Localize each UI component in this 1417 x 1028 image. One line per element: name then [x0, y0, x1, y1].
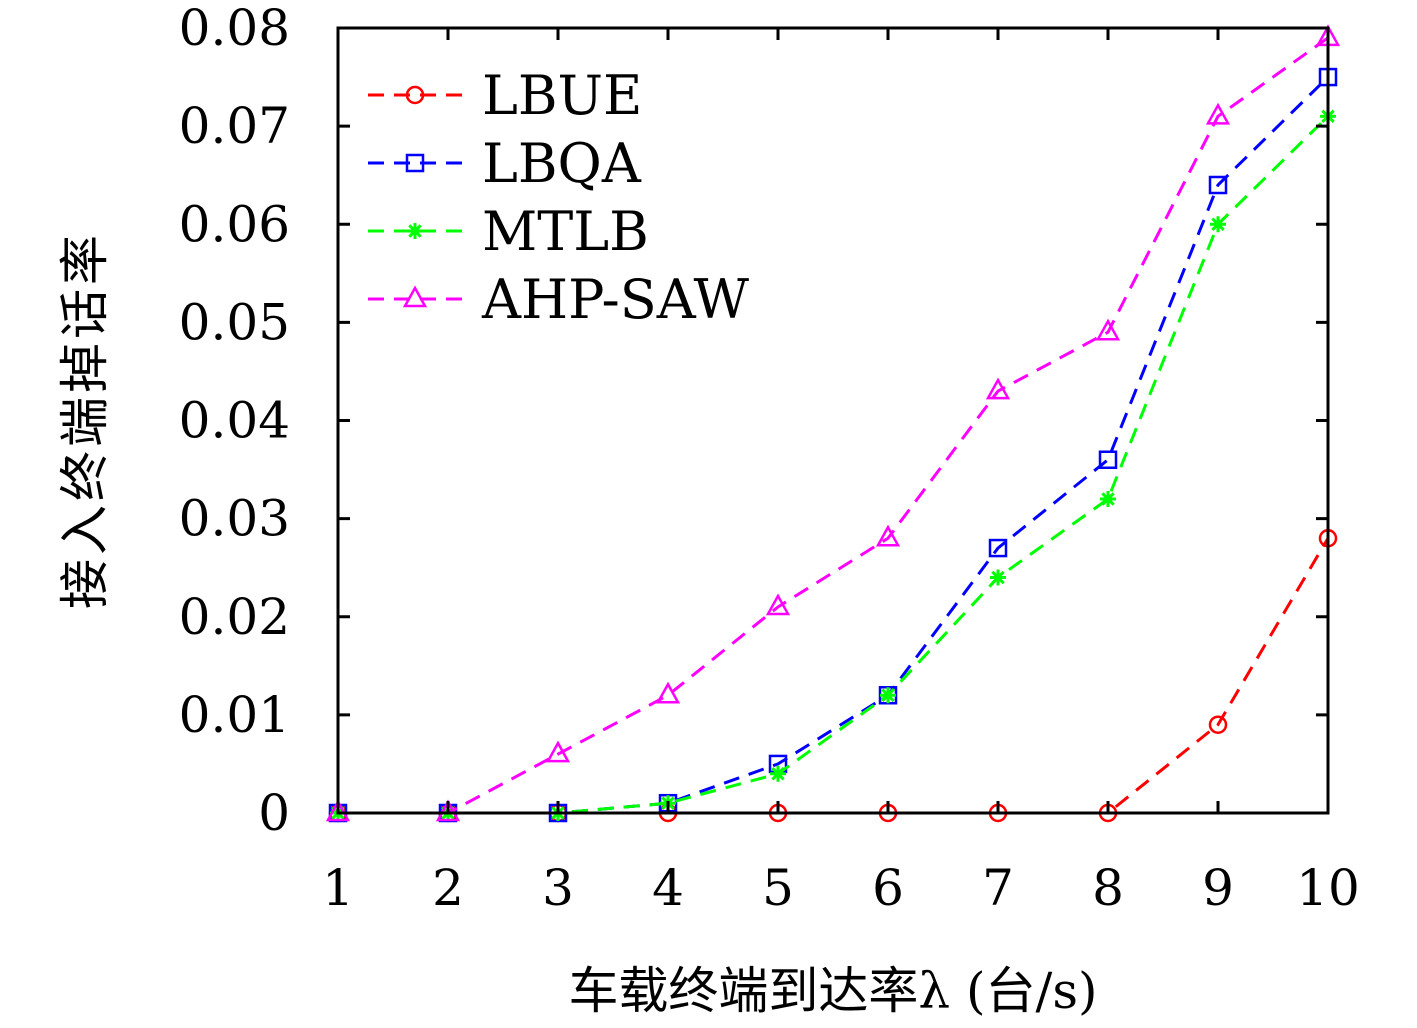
data-point-ahp-saw: [435, 799, 461, 822]
ticks-layer: 0 0.01 0.02 0.03 0.04 0.05 0.06 0.07 0.08 1 2 3 4 5 6 7…: [179, 0, 1360, 917]
series-layer: [325, 24, 1341, 823]
x-tick-label: 3: [542, 859, 574, 917]
data-point-mtlb: [880, 687, 896, 704]
data-point-ahp-saw: [875, 524, 901, 547]
data-point-ahp-saw: [985, 377, 1011, 400]
data-point-mtlb: [990, 569, 1006, 586]
data-point-mtlb: [770, 765, 786, 782]
x-tick-label: 8: [1092, 859, 1124, 917]
legend-label-lbqa: LBQA: [482, 132, 642, 195]
y-tick-label: 0.06: [179, 195, 290, 253]
data-point-mtlb: [1100, 491, 1116, 507]
x-tick-label: 4: [652, 859, 684, 917]
data-point-ahp-saw: [545, 740, 571, 763]
y-tick-label: 0.08: [179, 0, 290, 57]
x-tick-label: 5: [762, 859, 794, 917]
y-tick-label: 0.03: [179, 490, 290, 548]
data-point-lbqa: [988, 538, 1008, 558]
legend-label-mtlb: MTLB: [482, 200, 649, 263]
x-axis-title: 车载终端到达率λ (台/s): [568, 962, 1097, 1020]
x-tick-label: 9: [1202, 859, 1234, 917]
data-point-lbqa: [1098, 450, 1118, 469]
y-tick-label: 0.05: [179, 293, 290, 351]
legend-marker-ahp-saw: [402, 285, 428, 308]
data-point-ahp-saw: [765, 593, 791, 616]
data-point-mtlb: [1210, 216, 1226, 233]
legend-marker-lbqa: [405, 153, 425, 173]
legend-marker-mtlb: [407, 223, 423, 239]
legend-label-lbue: LBUE: [482, 64, 642, 127]
x-tick-label: 1: [322, 859, 354, 917]
series-line-lbue: [338, 537, 1330, 815]
data-point-lbue: [1208, 715, 1228, 734]
data-point-ahp-saw: [1095, 318, 1121, 341]
y-tick-label: 0.07: [179, 97, 290, 155]
data-point-ahp-saw: [1205, 102, 1231, 125]
data-point-lbqa: [1208, 175, 1228, 195]
y-tick-label: 0: [258, 784, 290, 842]
y-tick-label: 0.02: [179, 588, 290, 646]
x-tick-label: 2: [432, 859, 464, 917]
data-point-ahp-saw: [655, 681, 681, 704]
x-tick-label: 6: [872, 859, 904, 917]
legend-marker-lbue: [405, 85, 425, 105]
x-tick-label: 7: [982, 859, 1014, 917]
y-tick-label: 0.04: [179, 392, 290, 450]
y-tick-label: 0.01: [179, 686, 290, 744]
data-point-ahp-saw: [325, 799, 351, 822]
legend-label-ahp-saw: AHP-SAW: [481, 268, 750, 331]
x-tick-label: 10: [1296, 859, 1360, 917]
y-axis-title: 接入终端掉话率: [56, 231, 114, 609]
